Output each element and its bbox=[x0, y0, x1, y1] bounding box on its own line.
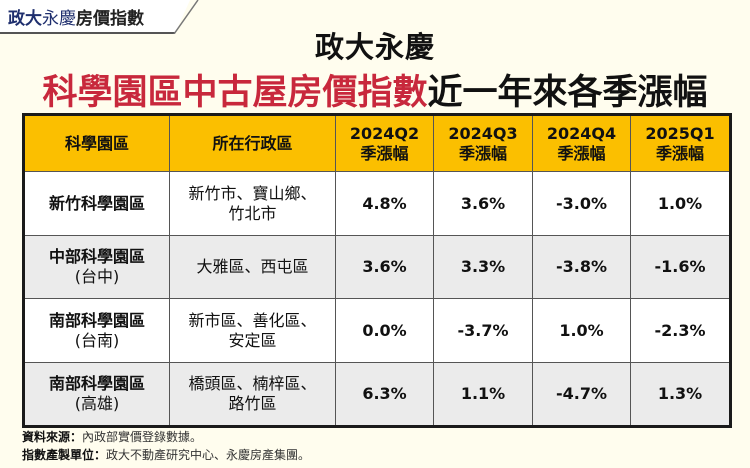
subtitle-rest: 近一年來各季漲幅 bbox=[427, 73, 708, 113]
value-cell: 1.3% bbox=[630, 362, 731, 427]
value-cell: -2.3% bbox=[630, 298, 731, 363]
value-cell: -3.0% bbox=[532, 171, 631, 236]
page-title: 政大永慶 bbox=[314, 30, 435, 64]
footer-notes: 資料來源：內政部實價登錄數據。 指數產製單位：政大不動產研究中心、永慶房產集團。 bbox=[22, 428, 310, 464]
brand-part-4: 指數 bbox=[110, 8, 144, 29]
value-cell: 3.6% bbox=[335, 235, 434, 299]
value-cell: 3.3% bbox=[433, 235, 533, 299]
table-row: 新竹科學園區 新竹市、寶山鄉、 竹北市 4.8% 3.6% -3.0% 1.0% bbox=[23, 171, 731, 236]
district-cell: 大雅區、西屯區 bbox=[169, 235, 336, 299]
value-cell: 6.3% bbox=[335, 362, 434, 427]
header-2024q3: 2024Q3 季漲幅 bbox=[433, 114, 533, 172]
producer-note: 指數產製單位：政大不動產研究中心、永慶房產集團。 bbox=[22, 448, 311, 462]
value-cell: -3.8% bbox=[532, 235, 631, 299]
subtitle-highlight: 科學園區中古屋房價指數 bbox=[42, 73, 428, 113]
park-cell: 南部科學園區 (高雄) bbox=[23, 362, 170, 427]
header-2024q2: 2024Q2 季漲幅 bbox=[335, 114, 434, 172]
park-cell: 南部科學園區 (台南) bbox=[23, 298, 170, 363]
value-cell: -1.6% bbox=[630, 235, 731, 299]
value-cell: 4.8% bbox=[335, 171, 434, 236]
price-index-table: 科學園區 所在行政區 2024Q2 季漲幅 2024Q3 季漲幅 2024Q4 季漲幅… bbox=[22, 113, 732, 428]
table-header-row: 科學園區 所在行政區 2024Q2 季漲幅 2024Q3 季漲幅 2024Q4 季漲幅… bbox=[23, 114, 731, 172]
value-cell: 0.0% bbox=[335, 298, 434, 363]
district-cell: 新竹市、寶山鄉、 竹北市 bbox=[169, 171, 336, 236]
table-row: 南部科學園區 (台南) 新市區、善化區、 安定區 0.0% -3.7% 1.0% -… bbox=[23, 298, 731, 363]
page-subtitle: 科學園區中古屋房價指數近一年來各季漲幅 bbox=[0, 64, 750, 115]
brand-part-3: 房價 bbox=[76, 8, 110, 29]
table-row: 南部科學園區 (高雄) 橋頭區、楠梓區、 路竹區 6.3% 1.1% -4.7% 1… bbox=[23, 362, 731, 427]
brand-part-1: 政大 bbox=[8, 8, 42, 29]
header-2024q4: 2024Q4 季漲幅 bbox=[532, 114, 631, 172]
value-cell: 1.1% bbox=[433, 362, 533, 427]
value-cell: -4.7% bbox=[532, 362, 631, 427]
header-2025q1: 2025Q1 季漲幅 bbox=[630, 114, 731, 172]
source-note: 資料來源：內政部實價登錄數據。 bbox=[22, 430, 203, 444]
header-park: 科學園區 bbox=[23, 114, 170, 172]
brand-part-2: 永慶 bbox=[42, 8, 76, 29]
header-district: 所在行政區 bbox=[169, 114, 336, 172]
value-cell: 3.6% bbox=[433, 171, 533, 236]
park-cell: 新竹科學園區 bbox=[23, 171, 170, 236]
value-cell: 1.0% bbox=[630, 171, 731, 236]
value-cell: -3.7% bbox=[433, 298, 533, 363]
district-cell: 新市區、善化區、 安定區 bbox=[169, 298, 336, 363]
brand-slash-decoration bbox=[173, 0, 199, 34]
brand-logo: 政大 永慶 房價 指數 bbox=[0, 0, 190, 34]
value-cell: 1.0% bbox=[532, 298, 631, 363]
district-cell: 橋頭區、楠梓區、 路竹區 bbox=[169, 362, 336, 427]
park-cell: 中部科學園區 (台中) bbox=[23, 235, 170, 299]
table-row: 中部科學園區 (台中) 大雅區、西屯區 3.6% 3.3% -3.8% -1.6% bbox=[23, 235, 731, 299]
